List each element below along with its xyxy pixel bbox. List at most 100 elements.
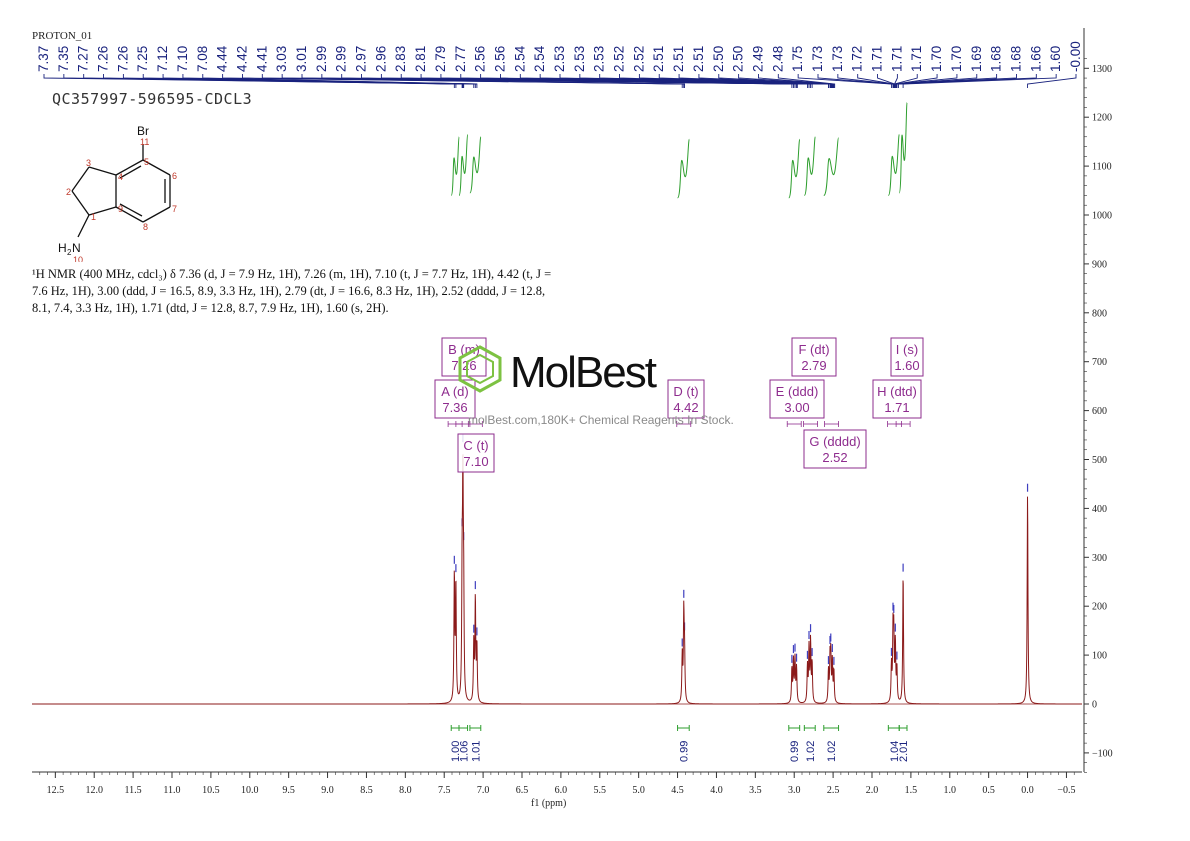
- atom-number-4: 4: [118, 172, 123, 182]
- peak-shift-label: 2.79: [433, 46, 448, 72]
- multiplet-name: A (d): [441, 384, 468, 399]
- peak-shift-label: 2.50: [731, 46, 746, 72]
- bond-8-9-inner: [119, 203, 143, 217]
- x-tick-label: 10.5: [202, 785, 220, 796]
- multiplet-frame: [769, 379, 825, 419]
- peak-shift-label: 1.72: [850, 46, 865, 72]
- peak-label-connector: [698, 74, 833, 88]
- y-tick-label: 1000: [1092, 211, 1112, 222]
- x-tick-label: 1.5: [905, 785, 918, 796]
- integral-curve: [823, 137, 840, 196]
- peak-label-connector: [817, 74, 894, 88]
- atom-number-9: 9: [118, 204, 123, 214]
- y-tick-label: 1200: [1092, 113, 1112, 124]
- peak-shift-label: 1.71: [870, 46, 885, 72]
- peak-label-connector: [895, 74, 978, 88]
- atom-number-6: 6: [172, 171, 177, 181]
- atom-number-8: 8: [143, 222, 148, 232]
- atom-number-11: 11: [140, 137, 149, 147]
- peak-shift-label: 2.99: [334, 46, 349, 72]
- peak-shift-label: 1.71: [909, 46, 924, 72]
- multiplet-name: C (t): [463, 438, 488, 453]
- peak-shift-label: 1.69: [969, 46, 984, 72]
- multiplet-frame: [434, 379, 476, 419]
- peak-shift-label: 7.10: [175, 46, 190, 72]
- integral-value: 1.02: [805, 741, 817, 762]
- peak-shift-label: 1.71: [889, 46, 904, 72]
- multiplet-shift: 2.52: [822, 450, 847, 465]
- peak-label-connector: [857, 74, 895, 88]
- x-tick-label: 12.5: [47, 785, 65, 796]
- multiplet-shift: 7.10: [463, 454, 488, 469]
- x-tick-label: 12.0: [85, 785, 103, 796]
- integral-value: 2.01: [898, 741, 910, 762]
- bond-3-2: [71, 166, 90, 192]
- integral-value: 1.06: [458, 741, 470, 762]
- peak-label-connector: [261, 74, 686, 88]
- y-tick-label: 1100: [1092, 162, 1112, 173]
- peak-shift-label: 2.51: [691, 46, 706, 72]
- bond-2-1: [71, 190, 90, 216]
- multiplet-frame: [803, 429, 867, 469]
- y-tick-label: 0: [1092, 700, 1097, 711]
- peak-shift-label: 4.44: [215, 45, 230, 72]
- molbest-logo: MolBest: [458, 345, 659, 397]
- integral-curve: [788, 138, 801, 199]
- peak-shift-label: 3.01: [294, 46, 309, 72]
- multiplet-box: A (d)7.36: [434, 379, 476, 427]
- peak-shift-label: 1.68: [989, 46, 1004, 72]
- peak-shift-label: 1.70: [929, 46, 944, 72]
- peak-shift-label: 2.50: [711, 46, 726, 72]
- multiplet-box: I (s)1.60: [890, 337, 924, 427]
- peak-shift-label: 4.42: [234, 46, 249, 72]
- multiplet-frame: [890, 337, 924, 377]
- peak-label-connector: [894, 74, 918, 88]
- atom-number-2: 2: [66, 187, 71, 197]
- peak-shift-label: 2.97: [354, 46, 369, 72]
- multiplet-name: I (s): [896, 342, 918, 357]
- multiplet-name: G (dddd): [809, 434, 860, 449]
- multiplet-shift: 4.42: [673, 400, 698, 415]
- multiplet-shift: 1.60: [894, 358, 919, 373]
- multiplet-frame: [872, 379, 922, 419]
- peak-shift-label: 2.52: [612, 46, 627, 72]
- peak-shift-label: 2.56: [473, 46, 488, 72]
- integral-value: 0.99: [678, 741, 690, 762]
- peak-shift-label: 1.73: [830, 46, 845, 72]
- bond-4-5-inner: [119, 165, 142, 179]
- multiplet-box: C (t)7.10: [457, 421, 495, 473]
- x-tick-label: 9.0: [321, 785, 334, 796]
- y-tick-label: 700: [1092, 357, 1107, 368]
- peak-shift-label: 7.26: [96, 46, 111, 72]
- peak-shift-label: 1.73: [810, 46, 825, 72]
- peak-shift-label: 2.99: [314, 46, 329, 72]
- peak-shift-label: -0.00: [1068, 41, 1083, 72]
- peak-shift-label: 1.68: [1008, 46, 1023, 72]
- x-tick-label: 7.5: [438, 785, 451, 796]
- x-tick-label: 8.5: [360, 785, 373, 796]
- sample-id: QC357997-596595-CDCL3: [52, 90, 253, 108]
- y-tick-label: 100: [1092, 651, 1107, 662]
- multiplet-shift: 2.79: [801, 358, 826, 373]
- experiment-label: PROTON_01: [32, 30, 93, 42]
- multiplet-box: E (ddd)3.00: [769, 379, 825, 427]
- multiplet-name: H (dtd): [877, 384, 917, 399]
- peak-label-connector: [797, 74, 892, 88]
- x-tick-label: −0.5: [1057, 785, 1075, 796]
- brand-wordmark: MolBest: [510, 348, 657, 397]
- peak-shift-label: 3.03: [274, 46, 289, 72]
- peak-shift-label: 2.81: [413, 46, 428, 72]
- multiplet-shift: 7.36: [442, 400, 467, 415]
- integral-curve: [803, 136, 816, 196]
- peak-shift-label: 2.53: [552, 46, 567, 72]
- atom-number-1: 1: [91, 212, 96, 222]
- multiplet-box: F (dt)2.79: [791, 337, 837, 427]
- integral-value: 1.01: [470, 741, 482, 762]
- watermark-url: molBest.com,180K+ Chemical Reagents In S…: [468, 413, 734, 427]
- y-tick-label: 300: [1092, 553, 1107, 564]
- peak-shift-label: 2.52: [631, 46, 646, 72]
- atom-nh2-n: N: [72, 241, 81, 255]
- atom-nh2-subscript: 2: [67, 248, 72, 257]
- multiplet-name: D (t): [673, 384, 698, 399]
- bond-4-3: [88, 166, 117, 176]
